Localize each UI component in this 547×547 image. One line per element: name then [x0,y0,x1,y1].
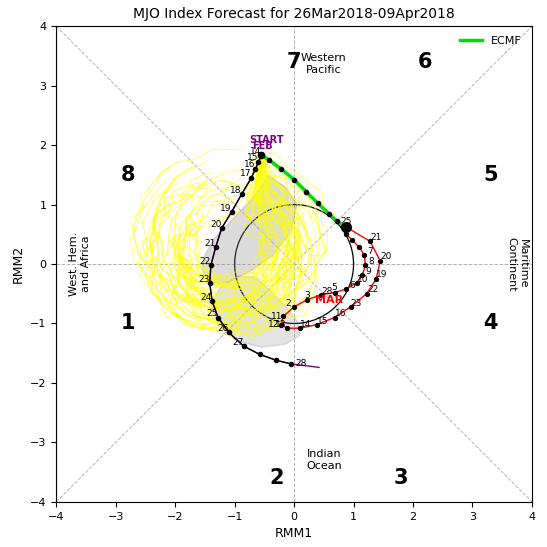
Text: 6: 6 [350,281,355,290]
Text: 16: 16 [244,160,255,169]
Polygon shape [211,276,300,347]
Text: 21: 21 [204,240,216,248]
Text: Maritime
Continent: Maritime Continent [506,237,528,292]
Text: 11: 11 [271,312,282,321]
Text: 28: 28 [295,359,307,368]
Text: 1: 1 [120,313,135,334]
Text: 25: 25 [341,217,352,226]
Text: 13: 13 [275,320,287,329]
Text: 2: 2 [286,299,291,308]
Legend: ECMF: ECMF [456,32,526,51]
Text: 27: 27 [232,338,243,347]
Text: 5: 5 [331,283,337,292]
Text: 22: 22 [199,257,211,266]
Title: MJO Index Forecast for 26Mar2018-09Apr2018: MJO Index Forecast for 26Mar2018-09Apr20… [133,7,455,21]
Text: 4: 4 [483,313,498,334]
Text: 3: 3 [304,291,310,300]
Text: 2: 2 [269,468,283,488]
Text: 23: 23 [198,275,210,284]
X-axis label: RMM1: RMM1 [275,527,313,540]
Text: 7: 7 [368,247,373,256]
Text: 17: 17 [240,169,251,178]
Text: 18: 18 [230,186,242,195]
Text: 21: 21 [370,233,382,242]
Text: West. Hem.
and Africa: West. Hem. and Africa [69,232,91,296]
Text: 20: 20 [381,252,392,261]
Text: FEB: FEB [252,141,273,151]
Text: Western
Pacific: Western Pacific [301,53,347,74]
Text: 24: 24 [201,293,212,302]
Text: 23: 23 [351,299,362,308]
Text: 16: 16 [335,310,346,318]
Text: 6: 6 [417,52,432,72]
Text: 14: 14 [300,320,312,329]
Text: 3: 3 [394,468,409,488]
Text: 19: 19 [376,270,388,279]
Text: 10: 10 [357,275,368,284]
Text: 7: 7 [287,52,301,72]
Text: Indian
Ocean: Indian Ocean [306,450,342,471]
Text: 22: 22 [367,285,378,294]
Text: 12: 12 [268,320,280,329]
Text: 15: 15 [317,317,328,325]
Text: 8: 8 [369,257,374,266]
Text: 15: 15 [247,153,258,162]
Polygon shape [202,175,297,285]
Text: 14: 14 [250,147,261,155]
Text: 8: 8 [120,165,135,185]
Text: 25: 25 [206,310,218,318]
Text: START: START [249,135,283,144]
Y-axis label: RMM2: RMM2 [11,245,25,283]
Text: 5: 5 [483,165,498,185]
Text: 9: 9 [365,266,371,276]
Text: MAR: MAR [315,295,343,305]
Text: 26: 26 [217,324,229,333]
Text: 28: 28 [321,287,333,296]
Text: 19: 19 [220,203,231,213]
Text: 20: 20 [210,220,222,229]
